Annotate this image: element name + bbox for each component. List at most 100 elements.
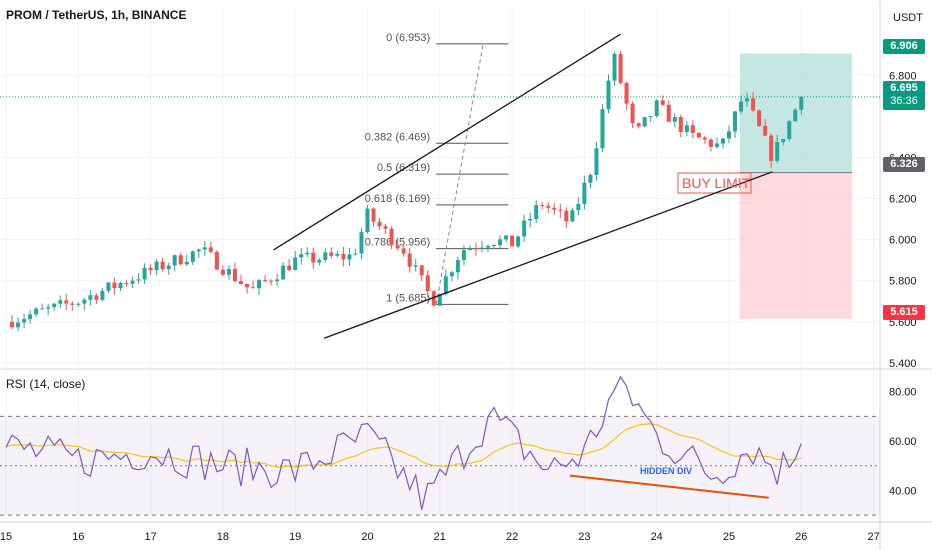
rsi-title[interactable]: RSI (14, close) xyxy=(6,377,86,391)
candle-body xyxy=(281,265,286,280)
hidden-divergence-line xyxy=(569,474,769,499)
candle-body xyxy=(714,143,719,147)
stop-loss-zone xyxy=(739,172,852,319)
candle-body xyxy=(449,272,454,277)
fib-level-label: 0 (6.953) xyxy=(386,32,430,44)
current-price-value: 6.695 xyxy=(890,82,918,94)
candle-body xyxy=(618,53,623,84)
candle-body xyxy=(220,269,225,275)
candle-body xyxy=(377,221,382,227)
candle-body xyxy=(546,205,551,208)
candle-body xyxy=(184,261,189,265)
candle-body xyxy=(88,295,93,300)
candle-body xyxy=(516,236,521,247)
candle-body xyxy=(275,279,280,282)
time-axis-label: 26 xyxy=(795,531,807,543)
price-axis-label: 6.200 xyxy=(889,194,917,206)
candle-body xyxy=(467,248,472,251)
candle-body xyxy=(142,267,147,280)
candle-body xyxy=(666,104,671,122)
candle-body xyxy=(582,182,587,204)
candle-body xyxy=(46,307,51,309)
candle-body xyxy=(799,96,804,110)
candle-body xyxy=(606,80,611,110)
candle-body xyxy=(733,111,738,132)
candle-body xyxy=(202,247,207,250)
time-axis-label: 17 xyxy=(144,531,156,543)
candle-body xyxy=(624,83,629,104)
rsi-ma-line xyxy=(5,423,802,468)
candle-body xyxy=(461,250,466,261)
candle-body xyxy=(473,248,478,250)
rsi-axis-label: 60.00 xyxy=(889,436,917,448)
candle-body xyxy=(479,247,484,249)
candle-body xyxy=(232,268,237,282)
rsi-axis-label: 40.00 xyxy=(889,485,917,497)
candle-body xyxy=(720,138,725,144)
candle-body xyxy=(552,207,557,210)
candle-body xyxy=(528,218,533,221)
candle-body xyxy=(112,282,117,289)
candle-body xyxy=(196,249,201,252)
candle-body xyxy=(293,257,298,271)
candle-body xyxy=(166,265,171,270)
time-axis-label: 25 xyxy=(723,531,735,543)
time-axis-label: 16 xyxy=(72,531,84,543)
time-axis-label: 24 xyxy=(651,531,663,543)
candle-body xyxy=(534,205,539,219)
price-axis-label: 6.800 xyxy=(889,70,917,82)
price-axis-label: 5.400 xyxy=(889,358,917,370)
candle-body xyxy=(696,132,701,138)
fib-level-label: 0.618 (6.169) xyxy=(365,193,430,205)
candle-body xyxy=(172,255,177,266)
candle-body xyxy=(684,125,689,132)
candle-body xyxy=(287,265,292,271)
candle-body xyxy=(745,98,750,102)
rsi-axis-label: 80.00 xyxy=(889,387,917,399)
candle-body xyxy=(425,275,430,292)
candle-body xyxy=(70,303,75,305)
candle-body xyxy=(570,210,575,222)
candle-body xyxy=(708,139,713,147)
axis-labels: 5.4005.6005.8006.0006.2006.4006.80040.00… xyxy=(0,70,917,543)
candle-body xyxy=(648,116,653,118)
candle-body xyxy=(341,253,346,260)
candle-body xyxy=(226,268,231,275)
rsi-line xyxy=(5,375,802,510)
time-axis-label: 18 xyxy=(217,531,229,543)
candle-body xyxy=(504,235,509,240)
currency-unit[interactable]: USDT xyxy=(893,12,923,24)
candle-body xyxy=(257,280,262,289)
candle-body xyxy=(251,287,256,289)
candle-body xyxy=(407,253,412,267)
candle-body xyxy=(751,98,756,111)
candle-body xyxy=(100,290,105,300)
candle-body xyxy=(594,148,599,176)
candle-body xyxy=(16,322,21,328)
symbol-title[interactable]: PROM / TetherUS, 1h, BINANCE xyxy=(6,8,187,22)
candle-body xyxy=(106,282,111,291)
candle-body xyxy=(654,100,659,117)
bar-countdown: 36:36 xyxy=(890,95,918,107)
candle-body xyxy=(769,135,774,161)
channel-lower-line xyxy=(323,171,773,339)
candle-body xyxy=(576,203,581,211)
time-axis-label: 23 xyxy=(578,531,590,543)
candle-body xyxy=(305,252,310,255)
candle-body xyxy=(311,252,316,263)
candlestick-series xyxy=(10,51,804,332)
fib-trend-line xyxy=(435,43,484,305)
time-axis-label: 27 xyxy=(867,531,879,543)
candle-body xyxy=(775,142,780,161)
candle-body xyxy=(371,208,376,222)
candle-body xyxy=(739,101,744,112)
candle-body xyxy=(763,126,768,136)
candle-body xyxy=(347,254,352,260)
candle-body xyxy=(22,319,27,323)
candle-body xyxy=(383,226,388,229)
candle-body xyxy=(124,283,129,285)
candle-body xyxy=(498,239,503,246)
fibonacci-retracement: 0 (6.953) 0.382 (6.469) 0.5 (6.319) 0.618 (… xyxy=(365,32,509,305)
price-axis-label: 6.000 xyxy=(889,235,917,247)
candle-body xyxy=(130,280,135,284)
